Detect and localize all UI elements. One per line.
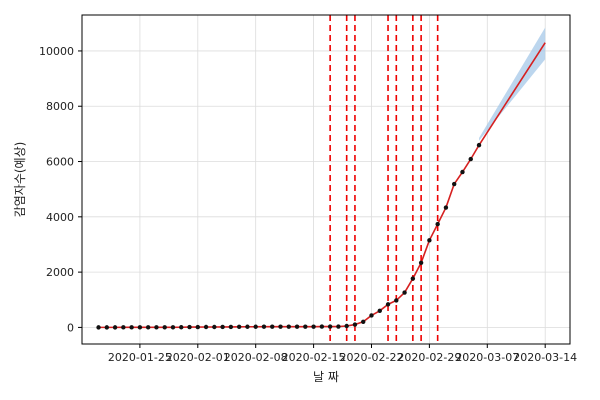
x-axis-title: 날 짜: [313, 370, 339, 384]
x-tick-label: 2020-03-07: [455, 351, 519, 364]
x-tick-label: 2020-02-15: [282, 351, 346, 364]
observed-point: [336, 324, 341, 329]
x-axis-ticks: 2020-01-252020-02-012020-02-082020-02-15…: [108, 344, 577, 364]
observed-point: [286, 324, 291, 329]
fit-line-layer: [98, 42, 546, 329]
uncertainty-band-layer: [479, 27, 546, 141]
observed-point: [270, 324, 275, 329]
x-tick-label: 2020-02-22: [340, 351, 404, 364]
observed-point: [344, 323, 349, 329]
observed-points-layer: [96, 142, 482, 330]
observed-point: [278, 324, 283, 329]
fit-line: [98, 42, 546, 329]
x-tick-label: 2020-02-01: [166, 351, 230, 364]
observed-point: [253, 324, 258, 329]
y-tick-label: 10000: [39, 45, 74, 58]
observed-point: [377, 308, 382, 313]
observed-point: [187, 324, 192, 330]
observed-point: [212, 324, 217, 330]
observed-point: [245, 324, 250, 329]
observed-point: [220, 324, 225, 330]
x-tick-label: 2020-02-08: [224, 351, 288, 364]
observed-point: [170, 325, 176, 330]
observed-point: [236, 324, 242, 329]
observed-point: [410, 276, 416, 281]
plot-frame: [81, 14, 571, 345]
y-axis-ticks: 0 2000 4000 6000 8000 10000: [39, 45, 82, 334]
observed-point: [129, 325, 134, 330]
x-tick-label: 2020-02-29: [397, 351, 461, 364]
observed-point: [137, 325, 143, 330]
observed-point: [311, 324, 316, 329]
observed-point: [203, 324, 209, 330]
observed-point: [435, 221, 440, 227]
observed-point: [154, 325, 159, 330]
observed-point: [179, 325, 184, 330]
observed-point: [427, 238, 432, 243]
y-tick-label: 0: [67, 321, 74, 334]
observed-point: [96, 325, 101, 330]
observed-point: [369, 313, 374, 318]
observed-point: [476, 142, 482, 148]
observed-point: [402, 290, 407, 295]
observed-point: [112, 325, 118, 330]
observed-point: [452, 181, 457, 187]
observed-point: [352, 322, 358, 327]
observed-point: [460, 169, 465, 175]
grid-layer: [82, 15, 570, 344]
observed-point: [319, 324, 325, 329]
y-axis-title: 감염자수(예상): [13, 142, 27, 218]
observed-point: [261, 324, 267, 329]
observed-point: [385, 302, 391, 307]
observed-point: [443, 205, 449, 210]
observed-point: [418, 260, 424, 266]
observed-point: [361, 319, 366, 324]
observed-point: [195, 324, 200, 330]
y-tick-label: 8000: [46, 100, 74, 113]
changepoint-layer: [329, 15, 439, 344]
y-tick-label: 4000: [46, 211, 74, 224]
observed-point: [162, 325, 167, 330]
observed-point: [228, 324, 234, 330]
observed-point: [145, 325, 151, 330]
observed-point: [394, 298, 399, 303]
observed-point: [327, 324, 333, 329]
x-tick-label: 2020-01-25: [108, 351, 172, 364]
x-tick-label: 2020-03-14: [513, 351, 577, 364]
observed-point: [104, 325, 110, 330]
uncertainty-band: [479, 27, 546, 141]
observed-point: [121, 325, 126, 330]
y-tick-label: 2000: [46, 266, 74, 279]
observed-point: [303, 324, 308, 329]
observed-point: [294, 324, 300, 329]
y-tick-label: 6000: [46, 156, 74, 169]
observed-point: [468, 156, 473, 162]
